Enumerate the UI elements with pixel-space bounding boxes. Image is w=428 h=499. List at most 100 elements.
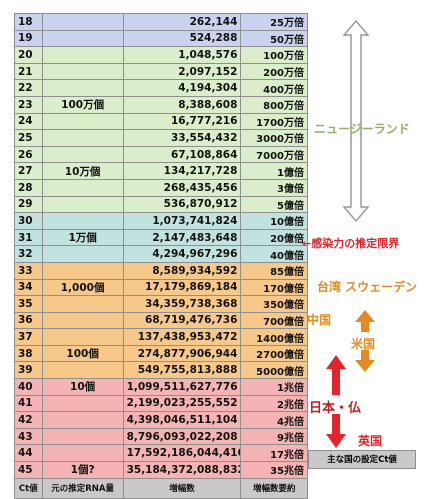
table-row: 19 524,288 50万倍 [14,29,308,48]
table-row: 25 33,554,432 3000万倍 [14,129,308,147]
amplification-summary-cell: 170億倍 [240,278,308,297]
label-new-zealand: ニュージーランド [314,122,410,136]
amplification-summary-cell: 700億倍 [240,311,308,330]
label-infectivity-limit: ←感染力の推定限界 [302,237,400,250]
rna-amount-cell: 1個? [41,461,124,479]
rna-amount-cell: 100個 [41,344,124,363]
amplification-cell: 68,719,476,736 [122,311,242,330]
amplification-summary-cell: 35兆倍 [240,461,308,479]
amplification-summary-cell: 1億倍 [240,162,308,180]
rna-amount-cell: 1万個 [41,228,124,247]
amplification-cell: 1,048,576 [122,46,242,64]
amplification-cell: 2,147,483,648 [122,228,242,247]
footer-rna: 元の推定RNA量 [41,477,124,499]
rna-amount-cell [41,212,124,230]
amplification-summary-cell: 4兆倍 [240,411,308,429]
amplification-cell: 2,199,023,255,552 [122,394,242,413]
ct-cell: 43 [14,427,43,446]
amplification-summary-cell: 40億倍 [240,245,308,263]
amplification-cell: 4,194,304 [122,79,242,97]
ct-cell: 20 [14,46,43,64]
amplification-summary-cell: 9兆倍 [240,427,308,446]
table-row: 18 262,144 25万倍 [14,13,308,31]
amplification-summary-cell: 350億倍 [240,295,308,313]
table-row: 35 34,359,738,368 350億倍 [14,295,308,313]
japan-france-up-arrow-icon [326,355,346,395]
ct-cell: 42 [14,411,43,429]
table-row: 27 10万個 134,217,728 1億倍 [14,162,308,180]
amplification-summary-cell: 2兆倍 [240,394,308,413]
amplification-summary-cell: 50万倍 [240,29,308,48]
ct-table: 18 262,144 25万倍 19 524,288 50万倍 20 1,048,576 100… [14,13,308,499]
table-row: 41 2,199,023,255,552 2兆倍 [14,394,308,413]
amplification-cell: 549,755,813,888 [122,361,242,380]
ct-cell: 22 [14,79,43,97]
amplification-cell: 268,435,456 [122,178,242,197]
ct-cell: 32 [14,245,43,263]
rna-amount-cell [41,145,124,164]
table-row: 42 4,398,046,511,104 4兆倍 [14,411,308,429]
amplification-summary-cell: 100万倍 [240,46,308,64]
ct-cell: 28 [14,178,43,197]
ct-cell: 30 [14,212,43,230]
rna-amount-cell: 10個 [41,378,124,396]
rna-amount-cell [41,245,124,263]
rna-amount-cell [41,361,124,380]
ct-cell: 21 [14,62,43,81]
amplification-summary-cell: 1兆倍 [240,378,308,396]
ct-cell: 39 [14,361,43,380]
label-japan-france: 日本・仏 [309,401,362,416]
amplification-summary-cell: 2700億倍 [240,344,308,363]
amplification-summary-cell: 3億倍 [240,178,308,197]
amplification-cell: 137,438,953,472 [122,328,242,346]
table-row: 34 1,000個 17,179,869,184 170億倍 [14,278,308,297]
ct-cell: 44 [14,444,43,463]
amplification-summary-cell: 1400億倍 [240,328,308,346]
table-row: 43 8,796,093,022,208 9兆倍 [14,427,308,446]
amplification-cell: 35,184,372,088,832 [122,461,242,479]
table-row: 20 1,048,576 100万倍 [14,46,308,64]
amplification-cell: 17,179,869,184 [122,278,242,297]
rna-amount-cell [41,444,124,463]
amplification-cell: 67,108,864 [122,145,242,164]
rna-amount-cell [41,261,124,280]
japan-france-down-arrow-icon [326,414,346,448]
amplification-summary-cell: 5億倍 [240,195,308,214]
table-row: 31 1万個 2,147,483,648 20億倍 [14,228,308,247]
rna-amount-cell [41,79,124,97]
label-taiwan-sweden: 台湾 スウェーデン [317,280,418,294]
ct-cell: 36 [14,311,43,330]
rna-amount-cell: 1,000個 [41,278,124,297]
ct-cell: 26 [14,145,43,164]
rna-amount-cell [41,112,124,131]
table-row: 38 100個 274,877,906,944 2700億倍 [14,344,308,363]
table-row: 40 10個 1,099,511,627,776 1兆倍 [14,378,308,396]
rna-amount-cell [41,394,124,413]
footer-abbr: 増幅数要約 [240,477,308,499]
rna-amount-cell [41,195,124,214]
amplification-summary-cell: 400万倍 [240,79,308,97]
table-row: 39 549,755,813,888 5000億倍 [14,361,308,380]
amplification-cell: 524,288 [122,29,242,48]
ct-cell: 24 [14,112,43,131]
table-row: 30 1,073,741,824 10億倍 [14,212,308,230]
amplification-cell: 4,398,046,511,104 [122,411,242,429]
amplification-cell: 34,359,738,368 [122,295,242,313]
table-row: 36 68,719,476,736 700億倍 [14,311,308,330]
rna-amount-cell [41,62,124,81]
rna-amount-cell: 10万個 [41,162,124,180]
ct-value-document: 18 262,144 25万倍 19 524,288 50万倍 20 1,048,576 100… [14,13,418,499]
ct-cell: 27 [14,162,43,180]
ct-cell: 33 [14,261,43,280]
rna-amount-cell [41,129,124,147]
amplification-cell: 33,554,432 [122,129,242,147]
rna-amount-cell [41,46,124,64]
amplification-cell: 1,073,741,824 [122,212,242,230]
amplification-cell: 1,099,511,627,776 [122,378,242,396]
amplification-cell: 262,144 [122,13,242,31]
table-row: 37 137,438,953,472 1400億倍 [14,328,308,346]
rna-amount-cell [41,427,124,446]
rna-amount-cell [41,29,124,48]
table-row: 29 536,870,912 5億倍 [14,195,308,214]
us-range-arrow-icon [355,310,375,372]
